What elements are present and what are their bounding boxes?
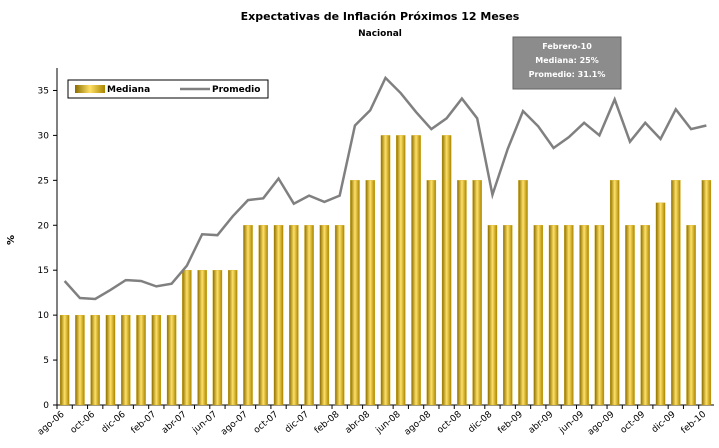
x-tick-label: oct-06 — [69, 409, 98, 435]
y-tick-label: 35 — [38, 86, 49, 96]
x-tick-label: abr-08 — [343, 409, 372, 436]
legend-box — [67, 79, 269, 99]
bar — [105, 314, 116, 406]
bar — [686, 225, 696, 406]
bar — [472, 180, 482, 406]
bar — [166, 314, 177, 406]
legend-label: Promedio — [212, 85, 260, 95]
x-tick-label: feb-10 — [680, 409, 709, 436]
bar — [441, 135, 452, 406]
bar — [59, 314, 70, 406]
x-tick-label: feb-09 — [496, 409, 525, 436]
x-tick-label: dic-06 — [100, 409, 128, 435]
x-tick-label: feb-08 — [313, 409, 342, 436]
y-tick-label: 0 — [43, 401, 49, 411]
x-tick-label: dic-08 — [467, 409, 495, 435]
bar — [594, 225, 605, 406]
bar — [212, 270, 223, 406]
bar — [197, 270, 207, 406]
legend-swatch — [75, 85, 105, 93]
y-axis-label: % — [6, 235, 17, 245]
bar — [655, 202, 666, 406]
bar — [365, 180, 375, 406]
bar — [90, 314, 100, 406]
y-tick-label: 20 — [38, 221, 50, 231]
y-tick-label: 30 — [38, 131, 50, 141]
bar — [273, 225, 284, 406]
line — [63, 75, 707, 301]
bar — [518, 180, 528, 406]
legend-label: Mediana — [107, 85, 150, 95]
annotation: Febrero-10 — [542, 42, 592, 51]
x-tick-label: dic-07 — [283, 410, 311, 436]
x-tick-label: abr-09 — [527, 409, 556, 436]
x-tick-label: jun-08 — [374, 409, 403, 436]
chart-subtitle: Nacional — [358, 29, 402, 39]
bar — [564, 225, 574, 406]
x-tick-label: ago-06 — [36, 409, 67, 437]
bar — [396, 135, 406, 406]
x-tick-label: ago-08 — [403, 409, 434, 437]
x-tick-label: ago-07 — [219, 410, 250, 438]
bar — [671, 180, 681, 406]
bar — [701, 180, 712, 406]
bar — [609, 180, 620, 406]
x-tick-label: jun-09 — [557, 409, 586, 436]
annotation-box — [512, 36, 622, 90]
bar — [75, 314, 85, 406]
x-tick-label: oct-08 — [435, 409, 464, 435]
bar — [334, 225, 345, 406]
x-tick-label: dic-09 — [650, 409, 678, 435]
x-tick-label: abr-07 — [160, 410, 189, 436]
annotation: Mediana: 25% — [535, 56, 598, 65]
x-tick-label: oct-09 — [619, 409, 648, 435]
bar — [487, 225, 498, 406]
bar — [243, 225, 253, 406]
bar — [350, 180, 360, 406]
bar — [579, 225, 589, 406]
annotation: Promedio: 31.1% — [529, 70, 606, 79]
y-tick-label: 25 — [38, 176, 49, 186]
bar — [457, 180, 467, 406]
bar — [533, 225, 544, 406]
bar — [182, 270, 192, 406]
bar — [640, 225, 650, 406]
bar — [289, 225, 299, 406]
x-tick-label: jun-07 — [190, 410, 219, 437]
x-tick-label: oct-07 — [252, 410, 280, 436]
chart-title: Expectativas de Inflación Próximos 12 Me… — [241, 10, 520, 23]
bar — [304, 225, 314, 406]
bar — [411, 135, 421, 406]
bar — [227, 270, 238, 406]
bar — [319, 225, 330, 406]
bar — [380, 135, 391, 406]
y-tick-label: 10 — [38, 311, 50, 321]
x-tick-label: feb-07 — [130, 410, 159, 436]
bar — [625, 225, 635, 406]
bar — [121, 314, 131, 406]
x-tick-label: ago-09 — [586, 409, 617, 437]
bar — [258, 225, 269, 406]
bar — [426, 180, 437, 406]
y-tick-label: 15 — [38, 266, 49, 276]
bar — [151, 314, 162, 406]
y-tick-label: 5 — [43, 356, 49, 366]
bar — [548, 225, 559, 406]
bar — [502, 225, 513, 406]
bar — [136, 314, 146, 406]
